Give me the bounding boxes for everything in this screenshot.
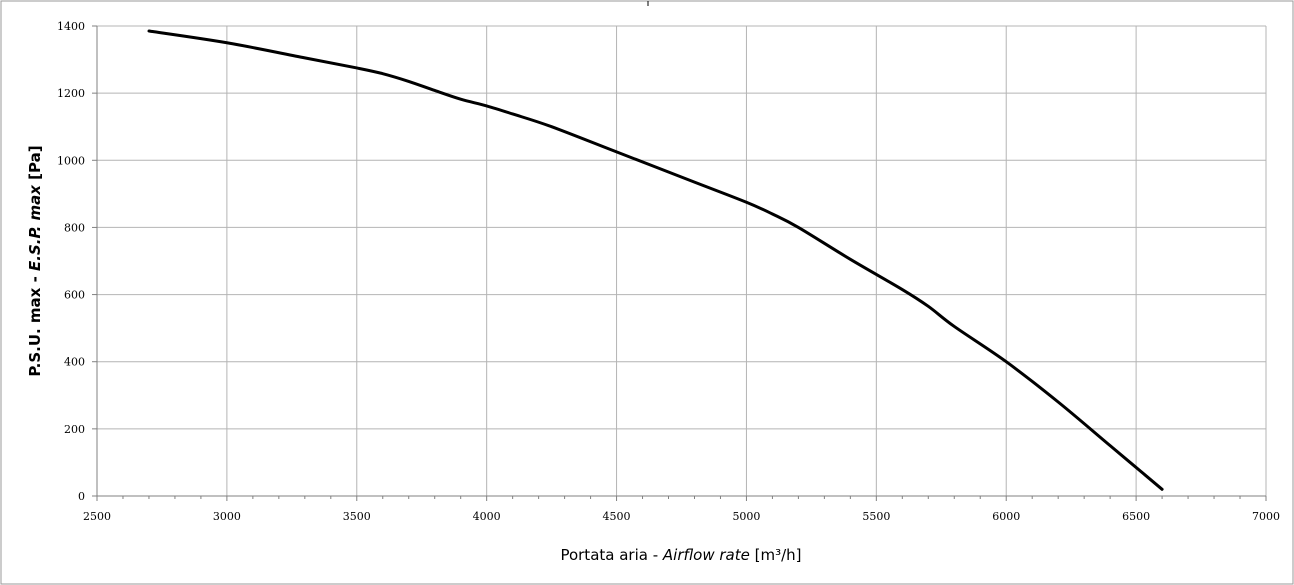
series-lines [147,29,1164,491]
x-axis-title-italic: Airflow rate [662,546,750,564]
x-tick-label: 3000 [213,510,241,523]
x-axis-title-prefix: Portata aria - [560,546,662,564]
x-tick-label: 7000 [1252,510,1280,523]
y-tick-label: 1000 [57,154,85,167]
x-tick-label: 3500 [343,510,371,523]
y-axis-title-italic: E.S.P. max [26,184,44,271]
y-tick-label: 200 [64,423,85,436]
x-tick-label: 5500 [862,510,890,523]
y-axis-title-suffix: [Pa] [26,145,44,185]
y-tick-label: 400 [64,356,85,369]
y-axis-title-prefix: P.S.U. max - [26,271,44,377]
y-tick-label: 1400 [57,20,85,33]
y-axis-title: P.S.U. max - E.S.P. max [Pa] [26,145,44,376]
x-tick-label: 6500 [1122,510,1150,523]
x-tick-label: 4500 [603,510,631,523]
y-tick-label: 800 [64,221,85,234]
x-tick-label: 2500 [83,510,111,523]
x-tick-label: 6000 [992,510,1020,523]
y-tick-label: 600 [64,289,85,302]
axes [92,25,1267,501]
y-tick-label: 1200 [57,87,85,100]
y-tick-labels: 0 200 400 600 800 1000 1200 1400 [57,20,85,503]
x-axis-title: Portata aria - Airflow rate [m³/h] [560,546,801,564]
x-tick-labels: 2500 3000 3500 4000 4500 5000 5500 6000 6500 7000 [83,510,1280,523]
x-tick-label: 4000 [473,510,501,523]
y-tick-label: 0 [78,490,85,503]
x-tick-label: 5000 [732,510,760,523]
x-axis-title-suffix: [m³/h] [750,546,802,564]
gridlines [97,25,1267,496]
series-line-0 [147,29,1164,491]
